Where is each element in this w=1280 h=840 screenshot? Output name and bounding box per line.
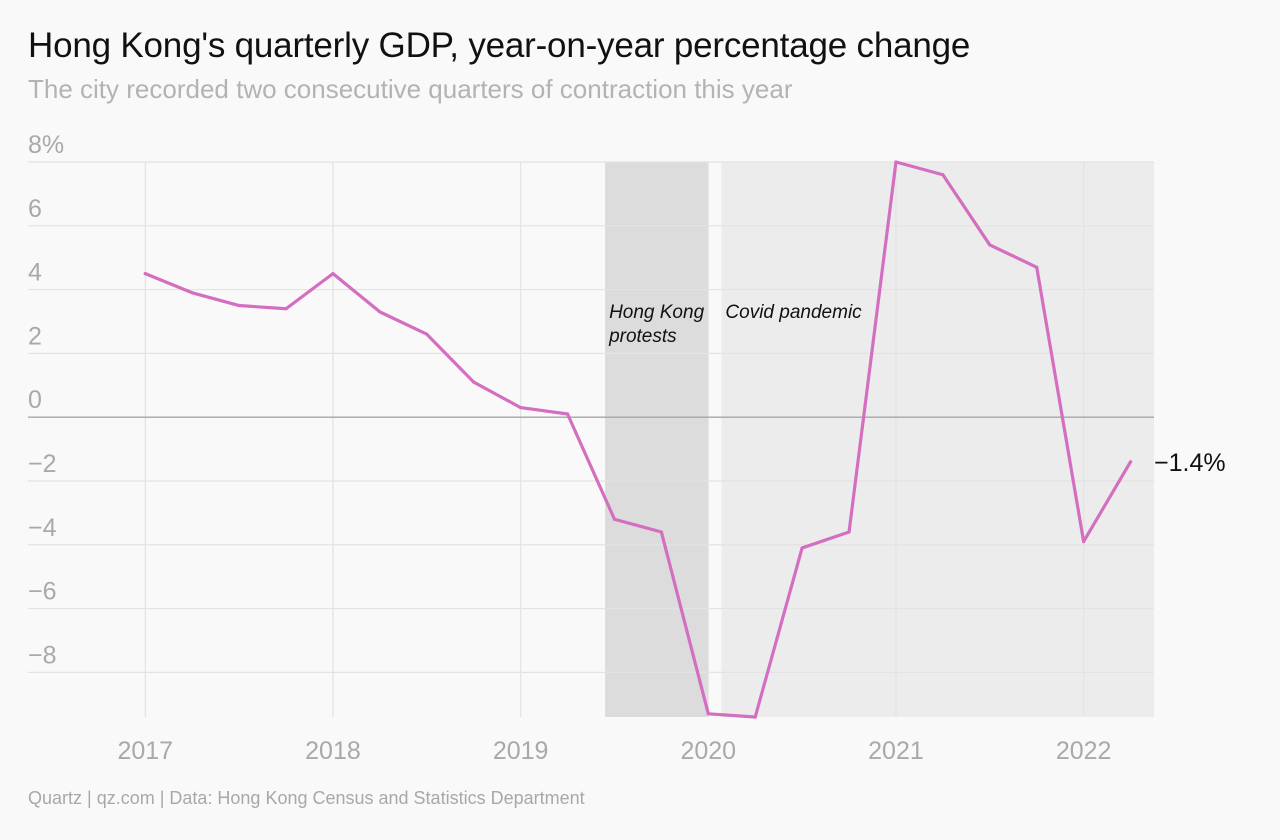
x-tick-label-2: 2019 [493, 737, 549, 765]
data-point-20 [1082, 539, 1086, 544]
data-point-8 [519, 406, 523, 410]
data-point-1 [190, 291, 194, 295]
grid-lines [28, 161, 1154, 717]
data-point-16 [894, 160, 898, 164]
x-tick-label-4: 2021 [868, 737, 924, 765]
data-point-3 [284, 307, 288, 311]
x-tick-label-5: 2022 [1056, 737, 1112, 765]
shaded-region-label-0: Hong Kong protests [608, 302, 705, 347]
shaded-region-0 [605, 162, 709, 717]
end-value-label: −1.4% [1154, 449, 1226, 477]
series-group [143, 160, 1133, 719]
y-tick-label-0: 8% [28, 131, 64, 159]
shaded-region-labels: Hong Kong protests Covid pandemic [608, 302, 862, 347]
shaded-region-label-1: Covid pandemic [725, 302, 862, 323]
shaded-regions [605, 162, 1154, 717]
chart-title: Hong Kong's quarterly GDP, year-on-year … [28, 26, 971, 65]
x-tick-label-3: 2020 [680, 737, 736, 765]
data-point-19 [1035, 265, 1039, 269]
y-tick-label-3: 2 [28, 322, 42, 350]
shaded-region-1 [721, 162, 1154, 717]
source-note: Quartz | qz.com | Data: Hong Kong Census… [28, 788, 585, 808]
y-tick-label-1: 6 [28, 195, 42, 223]
data-point-13 [753, 715, 757, 719]
x-axis-tick-labels: 2017 2018 2019 2020 2021 2022 [117, 737, 1111, 765]
data-point-6 [425, 332, 429, 336]
y-tick-label-6: −4 [28, 514, 57, 542]
y-axis-tick-labels: 8% 6 4 2 0 −2 −4 −6 −8 [28, 131, 64, 669]
data-point-2 [237, 303, 241, 308]
data-point-7 [472, 380, 476, 384]
data-point-17 [941, 173, 945, 177]
chart-subtitle: The city recorded two consecutive quarte… [28, 74, 793, 104]
data-point-14 [800, 546, 804, 550]
x-tick-label-1: 2018 [305, 737, 361, 765]
y-tick-label-5: −2 [28, 450, 57, 478]
data-point-11 [659, 530, 663, 534]
data-point-21 [1128, 460, 1133, 464]
y-tick-label-8: −8 [28, 641, 57, 669]
data-point-0 [143, 272, 147, 276]
data-point-12 [706, 712, 710, 716]
series-line-0 [143, 160, 1133, 719]
data-point-10 [612, 517, 617, 521]
data-point-15 [847, 530, 851, 534]
x-tick-label-0: 2017 [117, 737, 173, 765]
end-label-group: −1.4% [1154, 449, 1226, 477]
y-tick-label-7: −6 [28, 578, 57, 606]
data-point-4 [331, 272, 335, 276]
data-point-18 [988, 243, 992, 247]
data-point-5 [378, 310, 382, 314]
y-tick-label-2: 4 [28, 259, 42, 287]
data-point-9 [565, 412, 570, 416]
y-tick-label-4: 0 [28, 386, 42, 414]
